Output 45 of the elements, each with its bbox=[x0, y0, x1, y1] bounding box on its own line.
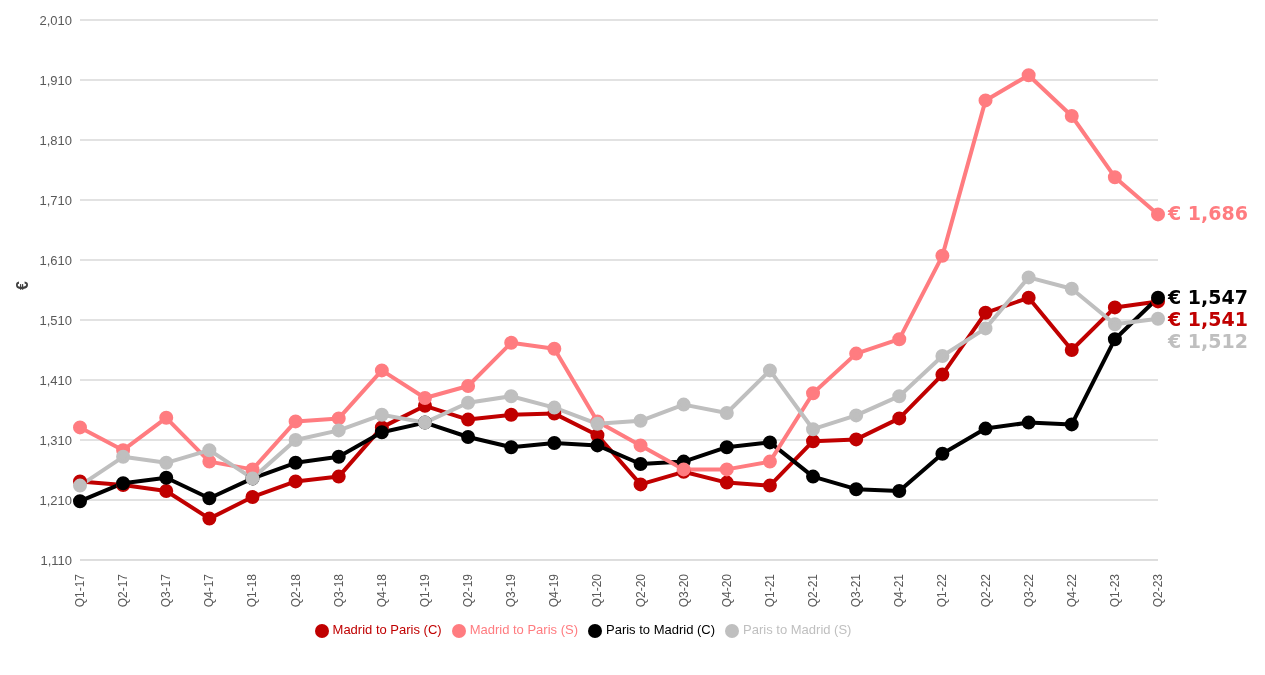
x-tick-label: Q2-19 bbox=[461, 573, 476, 608]
y-tick-label: 1,210 bbox=[39, 492, 72, 508]
x-tick-label: Q4-20 bbox=[719, 573, 734, 608]
x-tick-label: Q1-22 bbox=[935, 573, 950, 608]
x-tick-label: Q3-18 bbox=[331, 573, 346, 608]
y-tick-label: 1,310 bbox=[39, 432, 72, 448]
y-tick-label: 1,810 bbox=[39, 132, 72, 148]
x-tick-label: Q1-23 bbox=[1107, 573, 1122, 608]
x-tick-label: Q4-19 bbox=[547, 573, 562, 608]
x-tick-label: Q1-20 bbox=[590, 573, 605, 608]
x-tick-label: Q2-21 bbox=[806, 573, 821, 608]
x-tick-label: Q1-17 bbox=[73, 573, 87, 608]
x-tick-label: Q1-19 bbox=[417, 573, 432, 608]
y-tick-label: 1,510 bbox=[39, 312, 72, 328]
y-tick-label: 2,010 bbox=[39, 12, 72, 28]
annotation: € 1,541 bbox=[1167, 307, 1248, 330]
x-tick-label: Q2-22 bbox=[978, 573, 993, 608]
x-tick-label: Q3-22 bbox=[1021, 573, 1036, 608]
y-tick-label: 1,110 bbox=[40, 552, 72, 568]
x-tick-label: Q4-17 bbox=[202, 573, 217, 608]
x-tick-label: Q2-23 bbox=[1151, 573, 1165, 608]
x-tick-label: Q3-17 bbox=[159, 573, 174, 608]
x-tick-label: Q2-20 bbox=[633, 573, 648, 608]
y-tick-label: 1,410 bbox=[39, 372, 72, 388]
x-tick-label: Q3-20 bbox=[676, 573, 691, 608]
y-tick-label: 1,910 bbox=[39, 72, 72, 88]
legend-label: Madrid to Paris (C) bbox=[332, 622, 442, 637]
x-tick-label: Q3-21 bbox=[849, 573, 864, 608]
x-tick-label: Q1-21 bbox=[762, 573, 777, 608]
x-tick-label: Q2-18 bbox=[288, 573, 303, 608]
x-tick-label: Q4-21 bbox=[892, 573, 907, 608]
x-tick-label: Q2-17 bbox=[116, 573, 131, 608]
x-tick-label: Q1-18 bbox=[245, 573, 260, 608]
legend-label: Paris to Madrid (S) bbox=[743, 622, 852, 637]
x-tick-label: Q4-18 bbox=[374, 573, 389, 608]
annotation: € 1,547 bbox=[1167, 285, 1248, 308]
y-tick-label: 1,710 bbox=[39, 192, 72, 208]
y-tick-label: 1,610 bbox=[39, 252, 72, 268]
annotation: € 1,512 bbox=[1167, 329, 1248, 352]
y-axis-title: € bbox=[13, 281, 31, 290]
x-tick-label: Q4-22 bbox=[1064, 573, 1079, 608]
legend-label: Madrid to Paris (S) bbox=[469, 622, 578, 637]
legend-label: Paris to Madrid (C) bbox=[606, 622, 716, 637]
x-tick-label: Q3-19 bbox=[504, 573, 519, 608]
annotation: € 1,686 bbox=[1167, 202, 1248, 225]
